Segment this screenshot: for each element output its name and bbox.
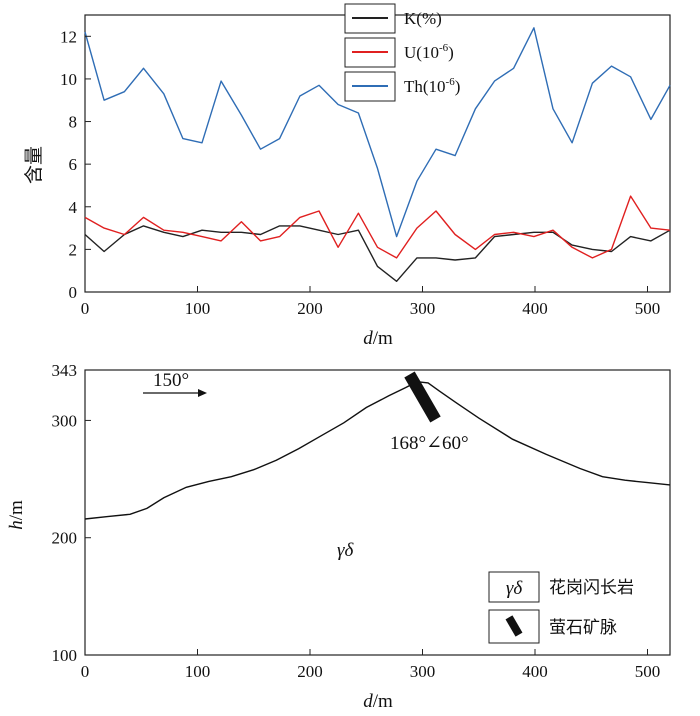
legend-label-th: Th(10-6): [404, 76, 460, 96]
profile-legend: γδ 花岗闪长岩 萤石矿脉: [488, 571, 634, 644]
profile-y-axis-label: h/m: [6, 500, 27, 530]
y-tick-label: 12: [60, 27, 77, 46]
y-tick-label: 4: [69, 198, 78, 217]
direction-arrow-head: [198, 389, 207, 397]
y-tick-label: 6: [69, 155, 78, 174]
y-tick-label: 100: [52, 646, 78, 665]
terrain-profile-line: [84, 380, 671, 520]
y-tick-label: 8: [69, 113, 78, 132]
y-tick-label: 300: [52, 411, 78, 430]
legend-label-rock: 花岗闪长岩: [549, 578, 634, 597]
geochem-y-axis-label: 含量: [23, 146, 45, 184]
y-tick-label: 0: [69, 283, 78, 302]
geochem-chart: 0 100 200 300 400 500 0 2 4 6 8 10 12 含量 d/m K(%) U…: [23, 3, 671, 349]
attitude-label: 168°∠60°: [390, 433, 469, 454]
x-tick-label: 0: [81, 299, 90, 318]
series-line-u: [84, 195, 671, 259]
x-tick-label: 0: [81, 662, 90, 681]
x-tick-label: 100: [185, 299, 211, 318]
legend-label-k: K(%): [404, 9, 442, 28]
legend-label-vein: 萤石矿脉: [549, 618, 617, 637]
series-line-th: [84, 27, 671, 238]
legend-symbol-rock: γδ: [506, 578, 523, 599]
x-tick-label: 300: [410, 299, 436, 318]
y-tick-label: 343: [52, 361, 78, 380]
legend-symbol-box-rock: [488, 571, 540, 603]
x-tick-label: 500: [635, 299, 661, 318]
x-tick-label: 300: [410, 662, 436, 681]
y-tick-label: 200: [52, 529, 78, 548]
legend-label-u: U(10-6): [404, 42, 454, 62]
x-tick-label: 400: [522, 662, 548, 681]
x-tick-label: 200: [297, 662, 323, 681]
y-tick-label: 10: [60, 70, 77, 89]
x-tick-label: 500: [635, 662, 661, 681]
geochem-legend: K(%) U(10-6) Th(10-6): [344, 3, 460, 102]
x-tick-label: 400: [522, 299, 548, 318]
x-tick-label: 200: [297, 299, 323, 318]
profile-plot-frame: [84, 369, 671, 656]
legend-symbol-vein: [505, 615, 523, 637]
rock-label: γδ: [337, 540, 354, 561]
fluorite-vein-mark: [404, 371, 441, 423]
geochem-x-axis-label: d/m: [363, 328, 393, 349]
x-tick-label: 100: [185, 662, 211, 681]
y-tick-label: 2: [69, 240, 78, 259]
direction-label: 150°: [153, 370, 189, 391]
series-line-k: [84, 225, 671, 282]
profile-x-axis-label: d/m: [363, 691, 393, 712]
